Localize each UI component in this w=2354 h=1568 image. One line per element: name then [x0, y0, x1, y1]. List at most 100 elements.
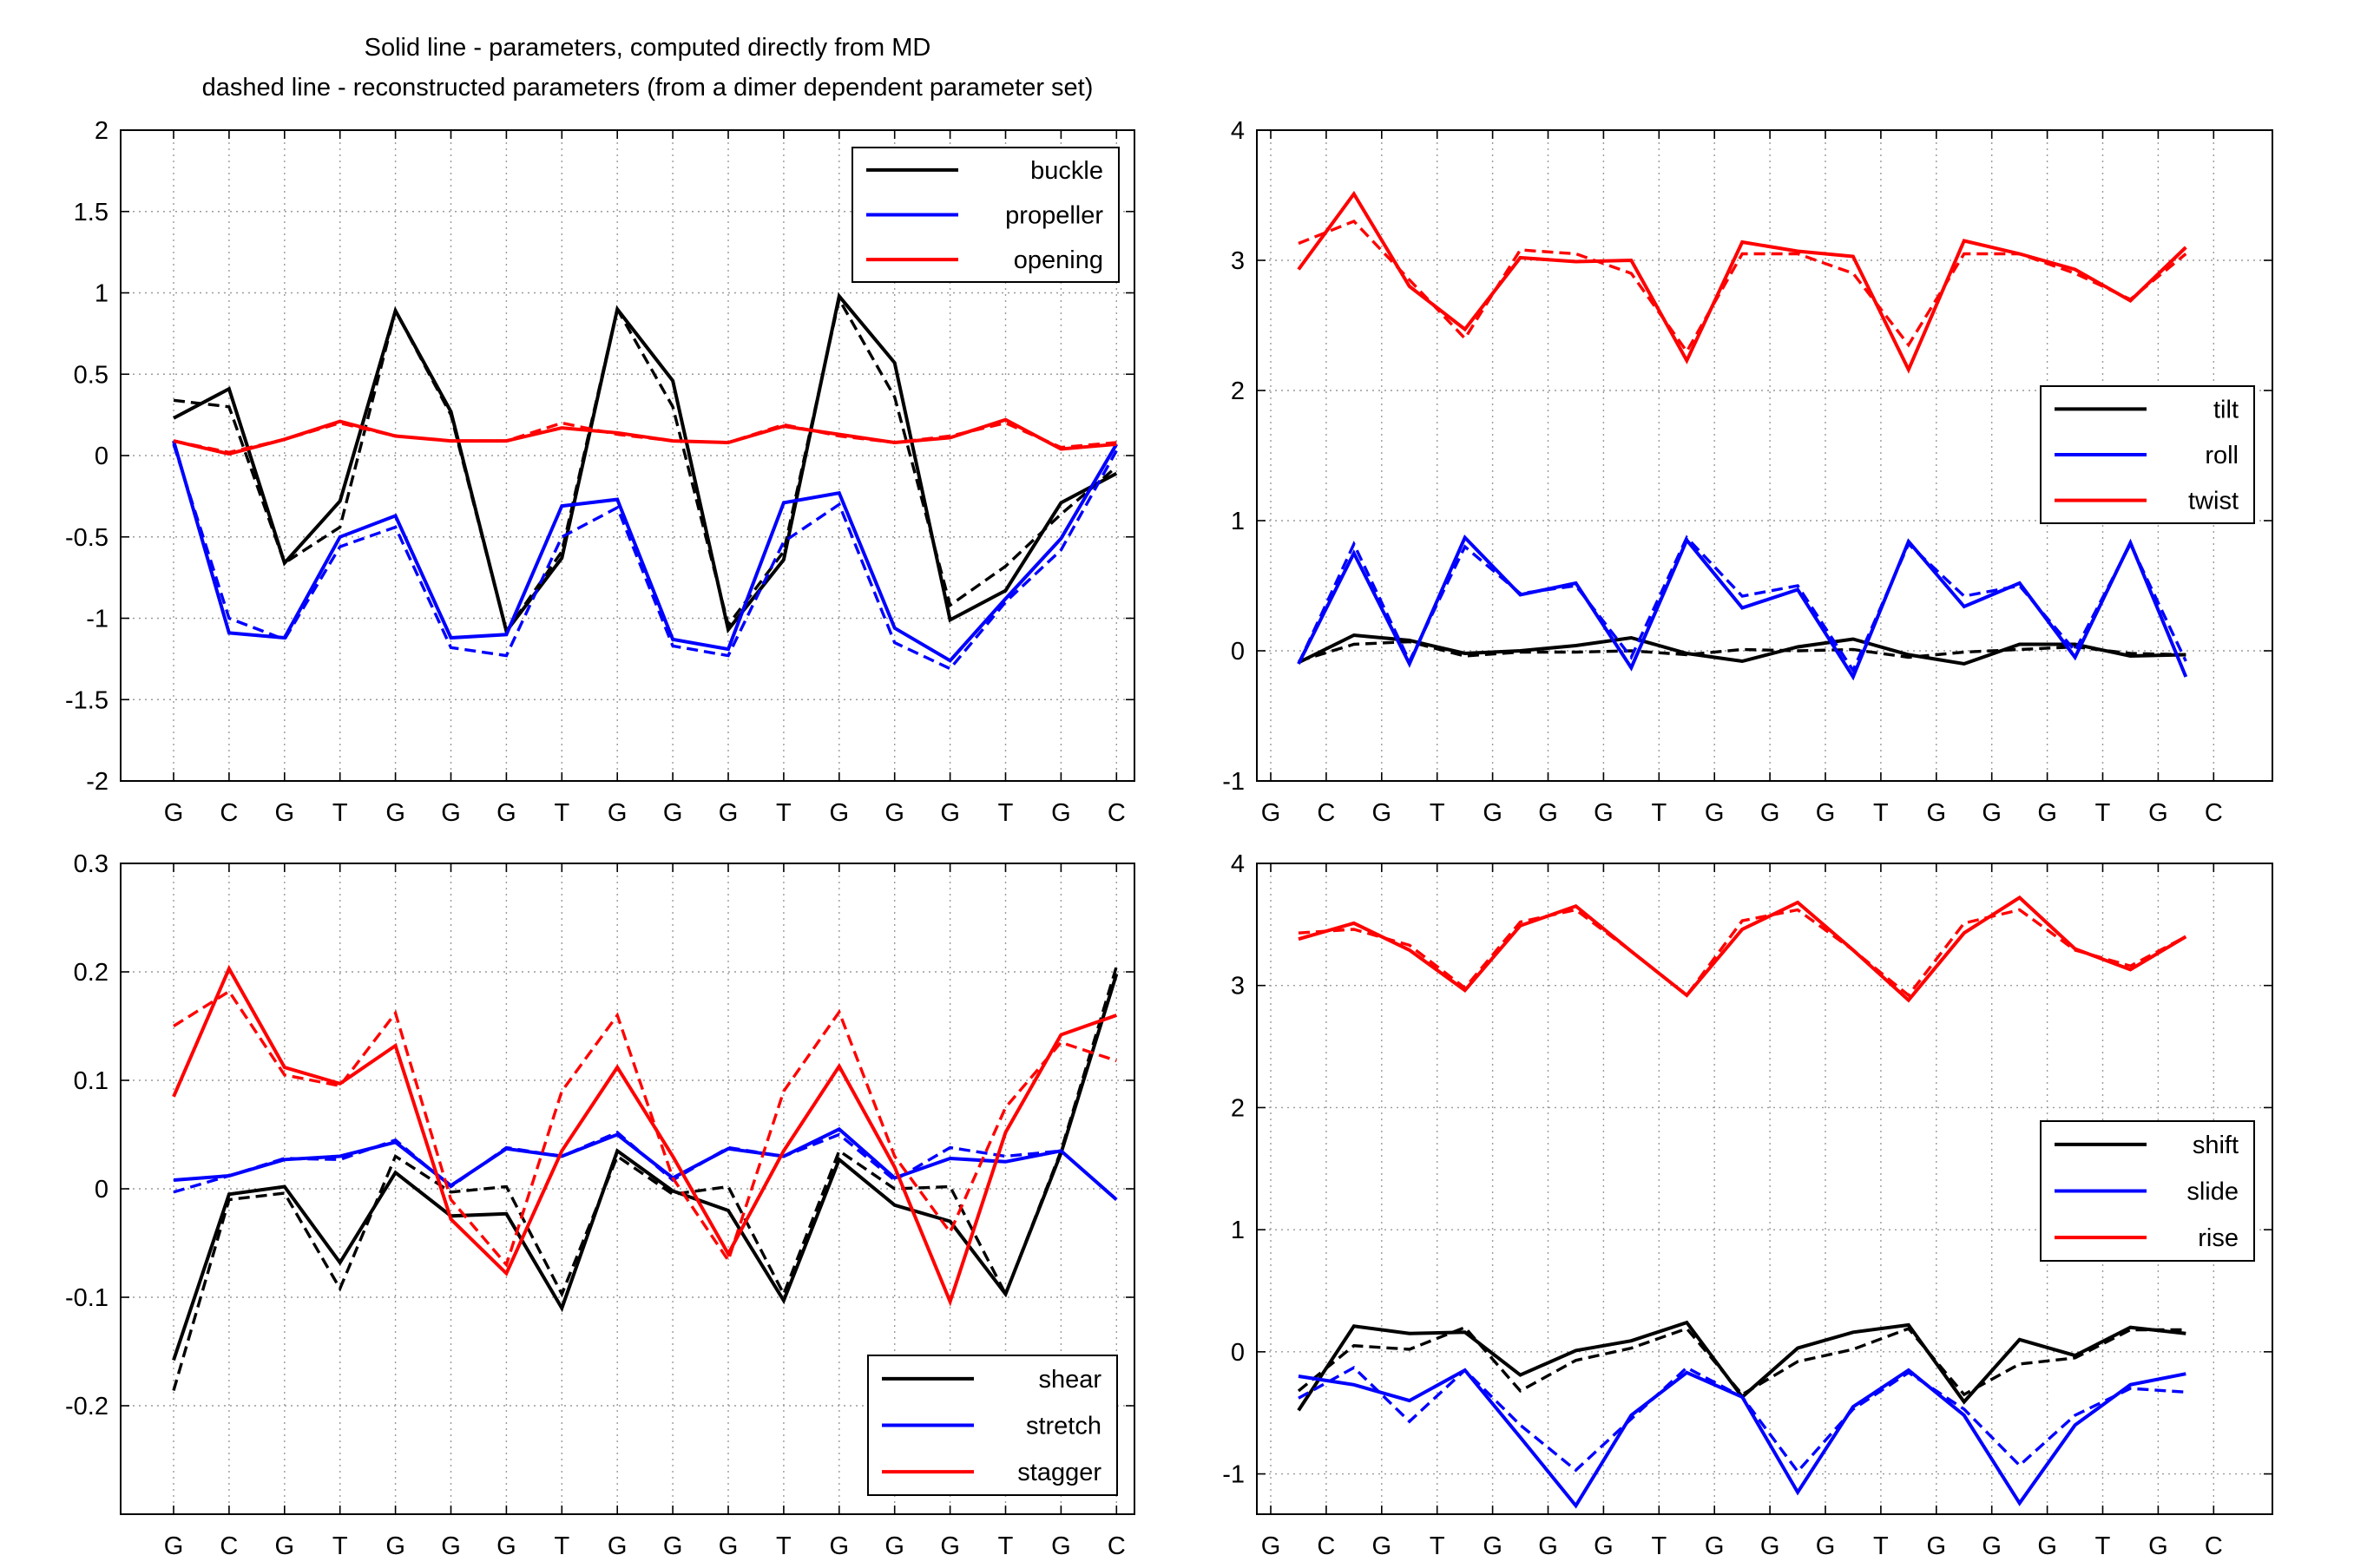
- x-tick-label: T: [776, 1532, 792, 1560]
- x-tick-label: C: [220, 799, 238, 827]
- x-tick-label: C: [1108, 799, 1126, 827]
- x-tick-label: G: [719, 799, 739, 827]
- x-tick-label: T: [998, 799, 1014, 827]
- x-tick-label: T: [1430, 799, 1445, 827]
- x-tick-label: G: [1927, 1532, 1947, 1560]
- x-tick-label: T: [554, 799, 569, 827]
- y-tick-label: 0: [1231, 638, 1245, 666]
- series-line-tilt-solid: [1298, 633, 2186, 666]
- legend-label-stretch: stretch: [1026, 1413, 1101, 1440]
- figure-title-line-1: Solid line - parameters, computed direct…: [365, 34, 931, 62]
- y-tick-label: 4: [1231, 850, 1245, 878]
- x-tick-label: T: [332, 799, 348, 827]
- x-tick-label: T: [1873, 799, 1889, 827]
- axes-box: [1256, 863, 2273, 1515]
- y-tick-label: -1: [1222, 1461, 1245, 1489]
- x-tick-label: G: [385, 799, 405, 827]
- figure-title-line-2: dashed line - reconstructed parameters (…: [202, 74, 1094, 102]
- legend-label-opening: opening: [1014, 246, 1103, 274]
- y-tick-label: 0: [95, 1176, 108, 1204]
- legend-label-shift: shift: [2193, 1132, 2239, 1159]
- x-tick-label: G: [940, 799, 960, 827]
- y-tick-label: 1: [1231, 508, 1245, 535]
- chart-panels: -2 -1.5 -1 -0.5 0 0.5 1 1.5 2 G C G T G G G T G G G T G G G T G Cb…: [65, 117, 2273, 1560]
- x-tick-label: G: [830, 799, 850, 827]
- legend-label-tilt: tilt: [2213, 396, 2239, 423]
- y-tick-label: -0.1: [65, 1284, 108, 1312]
- chart-base-pair-rotations: -2 -1.5 -1 -0.5 0 0.5 1 1.5 2 G C G T G G G T G G G T G G G T G Cb…: [65, 117, 1135, 827]
- y-tick-label: 2: [95, 117, 108, 145]
- y-tick-label: 1: [95, 280, 108, 308]
- x-tick-label: G: [1372, 799, 1392, 827]
- y-tick-label: 0.1: [74, 1067, 108, 1095]
- x-tick-label: G: [884, 1532, 904, 1560]
- x-tick-label: G: [1760, 799, 1780, 827]
- y-tick-label: 1: [1231, 1217, 1245, 1244]
- legend-label-buckle: buckle: [1030, 157, 1103, 185]
- x-tick-label: G: [830, 1532, 850, 1560]
- x-tick-label: G: [385, 1532, 405, 1560]
- x-tick-label: G: [1705, 799, 1725, 827]
- y-tick-label: -1.5: [65, 686, 108, 714]
- y-tick-label: 3: [1231, 247, 1245, 275]
- y-tick-label: 0: [1231, 1339, 1245, 1367]
- series-line-twist-dashed: [1298, 219, 2187, 355]
- y-tick-label: 0.5: [74, 361, 108, 389]
- legend: tilt roll twist: [2040, 385, 2255, 524]
- y-tick-label: 1.5: [74, 199, 108, 226]
- x-tick-label: T: [554, 1532, 569, 1560]
- series-line-slide-dashed: [1298, 1366, 2186, 1474]
- x-tick-label: G: [275, 799, 295, 827]
- x-tick-label: T: [1873, 1532, 1889, 1560]
- x-tick-label: G: [1982, 1532, 2002, 1560]
- x-tick-label: C: [1108, 1532, 1126, 1560]
- x-tick-label: G: [1594, 1532, 1614, 1560]
- x-tick-label: G: [608, 1532, 628, 1560]
- x-tick-label: G: [1982, 799, 2002, 827]
- x-tick-label: C: [220, 1532, 238, 1560]
- x-tick-label: G: [884, 799, 904, 827]
- x-tick-label: G: [663, 1532, 683, 1560]
- x-tick-label: G: [1538, 799, 1558, 827]
- series-line-opening-dashed: [173, 421, 1117, 455]
- series-line-rise-dashed: [1298, 908, 2187, 998]
- x-tick-label: G: [1051, 1532, 1071, 1560]
- y-tick-label: 4: [1231, 117, 1245, 145]
- y-tick-label: -1: [86, 606, 108, 633]
- series-line-rise-solid: [1298, 895, 2187, 1003]
- legend-label-shear: shear: [1038, 1366, 1101, 1394]
- y-tick-label: -0.2: [65, 1393, 108, 1420]
- x-tick-label: G: [496, 799, 516, 827]
- x-tick-label: G: [1483, 799, 1502, 827]
- x-tick-label: G: [2148, 799, 2168, 827]
- x-tick-label: G: [1594, 799, 1614, 827]
- x-tick-label: T: [776, 799, 792, 827]
- x-tick-label: T: [2095, 799, 2111, 827]
- axes-box: [120, 863, 1135, 1515]
- x-tick-label: G: [1816, 1532, 1836, 1560]
- x-tick-label: G: [1261, 1532, 1281, 1560]
- y-tick-label: -1: [1222, 768, 1245, 796]
- x-tick-label: C: [2205, 799, 2223, 827]
- series-line-shift-dashed: [1297, 1325, 2186, 1397]
- series-line-propeller-solid: [172, 440, 1119, 663]
- x-tick-label: G: [1261, 799, 1281, 827]
- axes-box: [120, 129, 1135, 782]
- series-line-roll-dashed: [1297, 535, 2187, 674]
- x-tick-label: G: [1927, 799, 1947, 827]
- y-tick-label: 2: [1231, 1094, 1245, 1122]
- legend: shift slide rise: [2040, 1120, 2255, 1262]
- x-tick-label: G: [164, 799, 184, 827]
- x-tick-label: T: [2095, 1532, 2111, 1560]
- x-tick-label: G: [496, 1532, 516, 1560]
- series-line-stagger-solid: [172, 964, 1117, 1307]
- legend-label-rise: rise: [2198, 1224, 2239, 1252]
- series-line-stagger-dashed: [173, 989, 1117, 1268]
- x-tick-label: G: [1816, 799, 1836, 827]
- y-tick-label: 0.3: [74, 850, 108, 878]
- x-tick-label: C: [1317, 1532, 1335, 1560]
- legend-label-slide: slide: [2186, 1178, 2239, 1206]
- x-tick-label: T: [332, 1532, 348, 1560]
- x-tick-label: G: [940, 1532, 960, 1560]
